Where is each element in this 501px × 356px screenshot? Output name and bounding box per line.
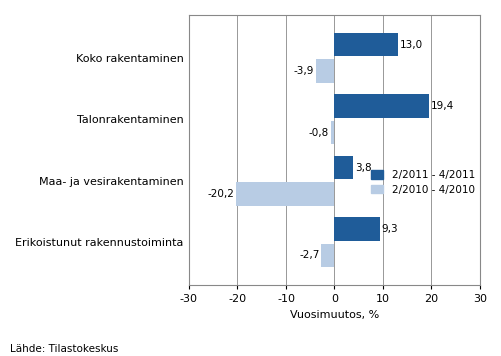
Bar xyxy=(236,182,334,205)
Bar xyxy=(334,217,379,241)
Bar xyxy=(334,156,352,179)
Bar xyxy=(330,121,334,144)
Text: 3,8: 3,8 xyxy=(354,163,371,173)
Text: -3,9: -3,9 xyxy=(293,66,313,76)
Bar xyxy=(315,59,334,83)
Legend: 2/2011 - 4/2011, 2/2010 - 4/2010: 2/2011 - 4/2011, 2/2010 - 4/2010 xyxy=(370,171,474,194)
Bar xyxy=(321,244,334,267)
Text: 9,3: 9,3 xyxy=(381,224,397,234)
Bar xyxy=(334,33,397,57)
Text: 13,0: 13,0 xyxy=(399,40,422,50)
X-axis label: Vuosimuutos, %: Vuosimuutos, % xyxy=(289,310,378,320)
Bar xyxy=(334,94,428,118)
Text: 19,4: 19,4 xyxy=(430,101,453,111)
Text: -2,7: -2,7 xyxy=(299,250,319,260)
Text: -0,8: -0,8 xyxy=(308,127,328,137)
Text: -20,2: -20,2 xyxy=(207,189,234,199)
Text: Lähde: Tilastokeskus: Lähde: Tilastokeskus xyxy=(10,344,118,354)
